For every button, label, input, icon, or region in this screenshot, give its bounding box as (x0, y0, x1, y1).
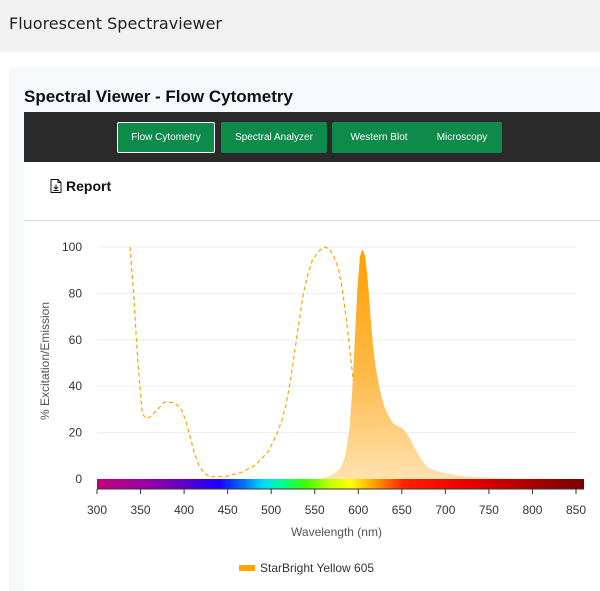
tab-flow-cytometry[interactable]: Flow Cytometry (117, 122, 215, 153)
x-tick-label: 650 (392, 503, 412, 517)
y-tick-label: 40 (69, 379, 83, 393)
mode-nav-bar: Flow Cytometry Spectral Analyzer Western… (24, 112, 600, 162)
viewer-panel: Spectral Viewer - Flow Cytometry Flow Cy… (9, 67, 600, 591)
y-tick-label: 0 (75, 472, 82, 486)
x-tick-label: 750 (479, 503, 499, 517)
x-tick-label: 300 (87, 503, 107, 517)
x-tick-label: 700 (435, 503, 455, 517)
x-tick-label: 400 (174, 503, 194, 517)
x-tick-label: 850 (566, 503, 586, 517)
x-tick-label: 800 (522, 503, 542, 517)
tab-western-blot[interactable]: Western Blot (332, 122, 426, 153)
panel-title: Spectral Viewer - Flow Cytometry (24, 87, 293, 106)
x-tick-label: 350 (131, 503, 151, 517)
x-tick-label: 600 (348, 503, 368, 517)
emission-area (319, 249, 576, 479)
y-axis-title: % Excitation/Emission (38, 302, 52, 420)
y-tick-label: 100 (62, 240, 82, 254)
y-tick-label: 20 (69, 426, 83, 440)
x-tick-label: 550 (305, 503, 325, 517)
divider (24, 220, 600, 221)
wavelength-spectrum-bar (97, 479, 584, 489)
app-header: Fluorescent Spectraviewer (0, 0, 600, 52)
tab-spectral-analyzer[interactable]: Spectral Analyzer (221, 122, 327, 153)
y-tick-label: 80 (69, 286, 83, 300)
chart-card: Report (24, 162, 600, 591)
x-tick-label: 500 (261, 503, 281, 517)
tab-microscopy[interactable]: Microscopy (422, 122, 502, 153)
legend-label: StarBright Yellow 605 (260, 561, 374, 575)
document-icon (50, 179, 62, 193)
x-axis-title: Wavelength (nm) (291, 525, 382, 539)
report-button[interactable]: Report (50, 178, 111, 194)
app-title: Fluorescent Spectraviewer (9, 14, 222, 33)
legend-swatch (239, 565, 255, 571)
report-label: Report (66, 178, 112, 194)
x-tick-label: 450 (218, 503, 238, 517)
y-tick-label: 60 (69, 333, 83, 347)
legend: StarBright Yellow 605 (239, 561, 374, 575)
